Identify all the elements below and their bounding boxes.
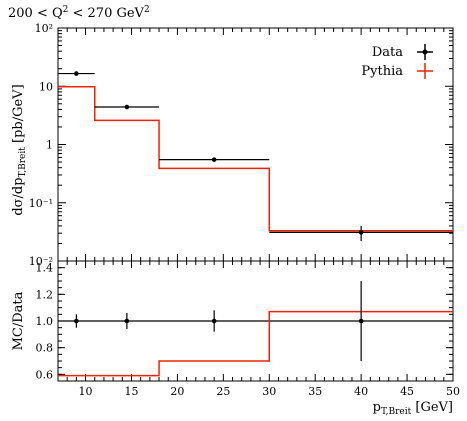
data-marker — [211, 318, 217, 324]
y-tick-label: 0.6 — [36, 368, 54, 381]
legend: Data Pythia — [361, 44, 433, 79]
ratio-y-axis-ticks: 0.6 0.8 1.0 1.2 1.4 — [36, 262, 453, 381]
y-tick-label: 1 — [46, 139, 53, 152]
data-point — [94, 104, 160, 110]
ratio-data-point — [124, 313, 130, 329]
x-tick-label: 30 — [262, 385, 276, 398]
data-marker — [211, 157, 217, 162]
data-marker — [358, 318, 364, 324]
legend-marker-data — [417, 44, 433, 60]
main-plot-frame — [57, 27, 454, 262]
y-tick-label: 10⁻¹ — [29, 197, 53, 210]
main-y-axis-ticks: 10⁻² 10⁻¹ 1 10 10² — [29, 22, 453, 268]
data-marker — [358, 230, 364, 235]
pythia-histogram — [58, 86, 453, 232]
x-tick-label: 10 — [79, 385, 93, 398]
ratio-panel: 0.6 0.8 1.0 1.2 1.4 10 15 20 25 30 35 40 45 50 MC/Da… — [11, 260, 460, 417]
data-point — [58, 71, 95, 76]
ratio-data-point — [211, 310, 217, 332]
ratio-x-axis-ticks: 10 15 20 25 30 35 40 45 50 — [66, 261, 460, 398]
ratio-y-axis-label: MC/Data — [11, 291, 26, 350]
y-tick-label: 10 — [39, 80, 53, 93]
data-marker — [124, 318, 130, 324]
x-axis-label: pT,Breit [GeV] — [373, 400, 453, 417]
legend-marker-pythia — [417, 63, 433, 79]
x-tick-label: 35 — [308, 385, 322, 398]
y-tick-label: 1.2 — [36, 288, 54, 301]
x-tick-label: 45 — [400, 385, 414, 398]
chart-title: 200 < Q2 < 270 GeV2 — [8, 5, 150, 21]
x-tick-label: 25 — [216, 385, 230, 398]
legend-label-data: Data — [372, 45, 403, 60]
main-y-axis-label: dσ/dpT,Breit [pb/GeV] — [11, 84, 28, 215]
x-tick-label: 40 — [354, 385, 368, 398]
y-tick-label: 1.4 — [36, 262, 54, 275]
main-panel: 10⁻² 10⁻¹ 1 10 10² dσ/dpT,Breit [pb/GeV] Dat… — [11, 22, 454, 268]
legend-label-pythia: Pythia — [361, 64, 403, 79]
y-tick-label: 1.0 — [36, 315, 54, 328]
ratio-series — [58, 281, 453, 377]
data-point — [159, 157, 270, 162]
x-tick-label: 15 — [124, 385, 138, 398]
ratio-data-point — [358, 281, 364, 361]
data-marker — [74, 71, 79, 76]
data-marker — [74, 318, 79, 324]
y-tick-label: 10² — [35, 22, 53, 35]
pythia-ratio-histogram — [58, 310, 453, 377]
y-tick-label: 10⁻² — [29, 255, 53, 268]
ratio-data-point — [74, 314, 79, 328]
y-tick-label: 0.8 — [36, 342, 54, 355]
data-marker — [124, 104, 130, 110]
main-series — [58, 71, 453, 242]
x-tick-label: 50 — [446, 385, 460, 398]
data-point — [269, 225, 453, 242]
main-x-axis-ticks — [66, 28, 454, 261]
x-tick-label: 20 — [170, 385, 184, 398]
